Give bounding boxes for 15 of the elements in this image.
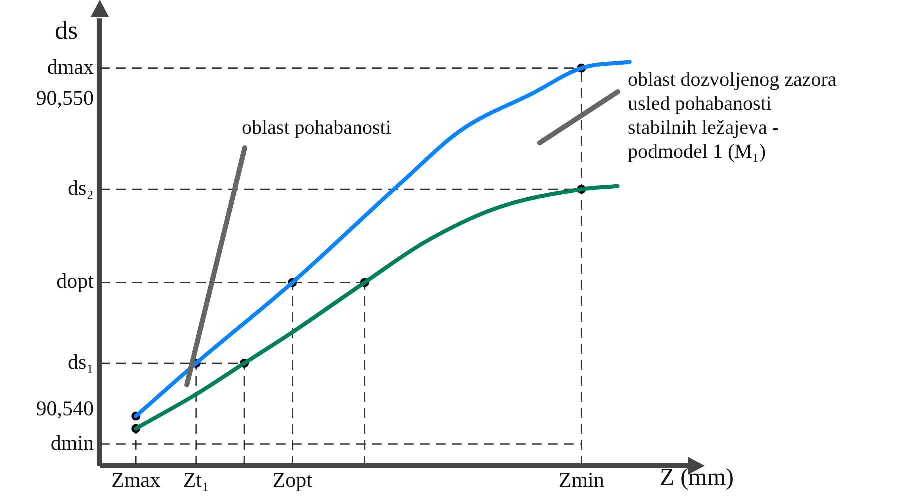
annotation: oblast dozvoljenog zazora usled pohabanosti stabilnih ležajeva - podmodel 1 (M₁)	[628, 69, 837, 163]
y-tick-label: 90,550	[36, 86, 94, 110]
x-tick-label: Zmax	[112, 468, 162, 492]
x-tick-label: Zopt	[272, 468, 313, 492]
y-tick-label: ds₂	[68, 176, 94, 200]
y-tick-label: dmax	[47, 54, 94, 79]
y-tick-label: dopt	[56, 269, 94, 294]
annotation: oblast pohabanosti	[242, 117, 392, 139]
y-tick-label: 90,540	[36, 396, 94, 421]
y-axis-title: ds	[55, 16, 78, 46]
x-axis-title: Z (mm)	[660, 465, 734, 492]
x-tick-label: Zt₁	[183, 468, 210, 492]
y-tick-label: dmin	[50, 430, 94, 455]
x-tick-label: Zmin	[558, 468, 605, 492]
y-tick-label: ds₁	[68, 350, 94, 374]
